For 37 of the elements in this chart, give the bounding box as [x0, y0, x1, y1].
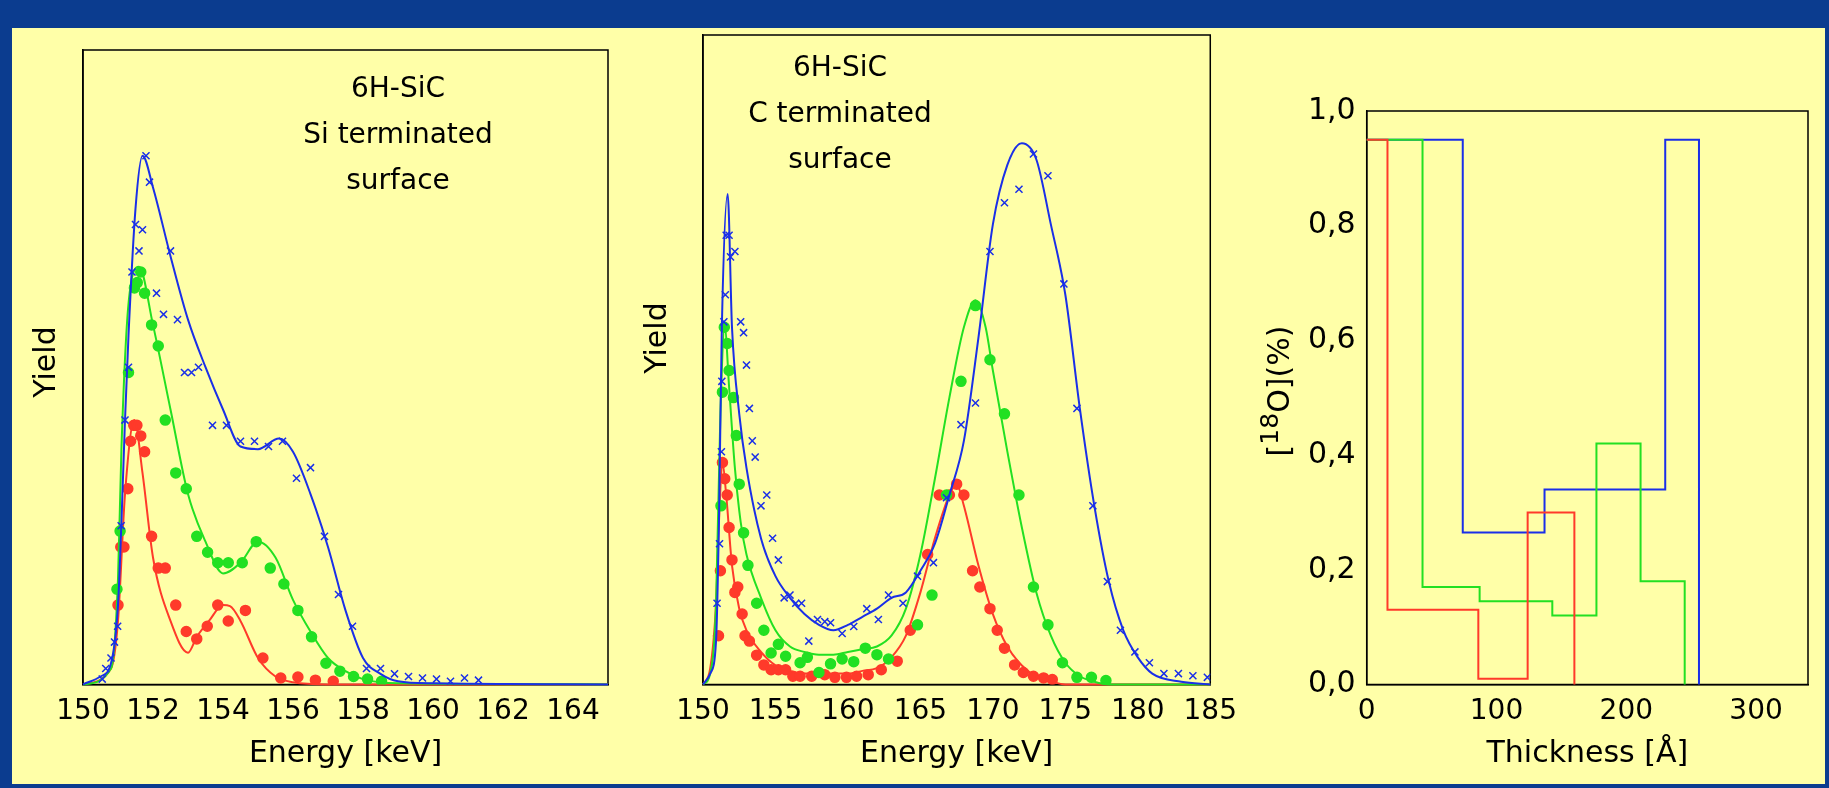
y-tick-label: 0,6	[1307, 320, 1356, 356]
x-tick-label: 0	[1357, 693, 1376, 727]
y-tick-label: 0,0	[1307, 664, 1356, 700]
x-tick-label: 160	[406, 693, 460, 727]
x-tick-label: 160	[821, 693, 875, 727]
x-tick-label: 164	[546, 693, 600, 727]
x-tick-label: 100	[1469, 693, 1524, 727]
text: Si terminated	[303, 116, 493, 150]
y-tick-label: 0,4	[1307, 434, 1356, 470]
x-tick-label: 200	[1599, 693, 1654, 727]
x-tick-label: 165	[893, 693, 948, 727]
y-axis-title: Yield	[26, 326, 62, 398]
text: 6H-SiC	[792, 49, 887, 83]
x-axis-title: Energy [keV]	[860, 733, 1054, 769]
x-tick-label: 154	[196, 693, 250, 727]
text: 6H-SiC	[350, 70, 446, 104]
x-tick-label: 155	[748, 693, 803, 727]
x-tick-label: 150	[676, 693, 730, 727]
y-axis-title: Yield	[637, 302, 673, 374]
x-tick-label: 152	[126, 693, 180, 727]
x-tick-label: 180	[1111, 693, 1165, 727]
x-axis-title: Energy [keV]	[248, 733, 443, 769]
x-axis-title: Thickness [Å]	[1485, 733, 1689, 769]
annotation: surface	[788, 141, 892, 175]
y-tick-label: 1,0	[1307, 90, 1356, 126]
y-tick-label: 0,2	[1307, 549, 1356, 585]
x-tick-label: 170	[966, 693, 1020, 727]
x-tick-label: 162	[476, 693, 530, 727]
x-tick-label: 300	[1729, 693, 1783, 727]
x-tick-label: 185	[1183, 693, 1237, 727]
x-tick-label: 175	[1038, 693, 1093, 727]
y-tick-label: 0,8	[1307, 205, 1356, 241]
x-tick-label: 150	[56, 693, 110, 727]
text: C terminated	[748, 95, 932, 129]
annotation: surface	[346, 162, 450, 196]
x-tick-label: 158	[336, 693, 390, 727]
x-tick-label: 156	[266, 693, 320, 727]
